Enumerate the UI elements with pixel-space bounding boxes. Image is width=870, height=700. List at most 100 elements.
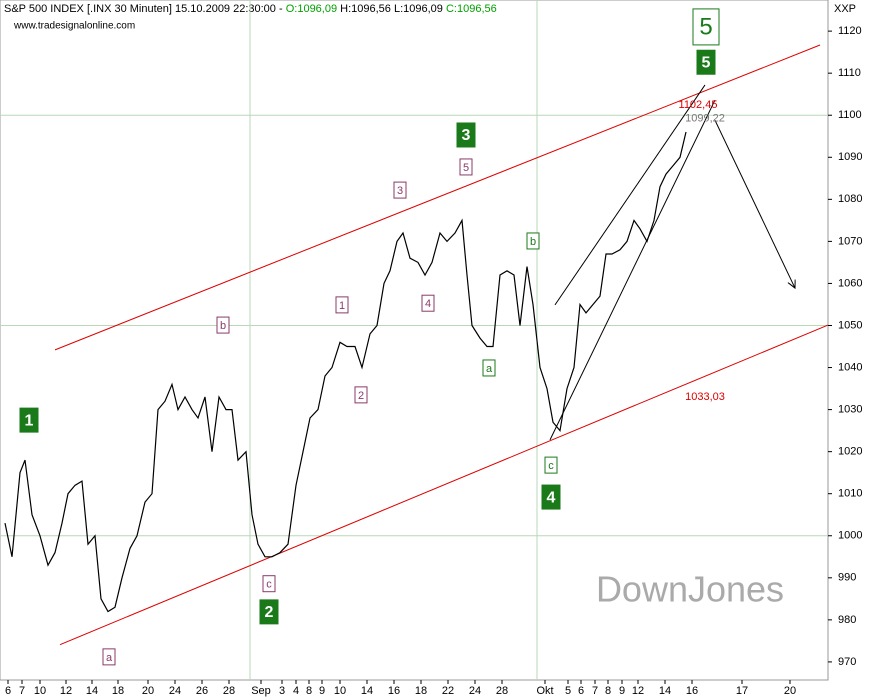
wave-box xyxy=(354,386,368,404)
wave-label: 3 xyxy=(397,185,403,197)
low: L:1096,09 xyxy=(394,3,443,15)
y-tick-label: 1030 xyxy=(838,404,862,416)
x-tick-label: 14 xyxy=(361,685,373,697)
y-tick-label: 1120 xyxy=(838,25,862,37)
wave-box xyxy=(421,294,435,312)
trend-line xyxy=(549,99,716,441)
y-tick-label: 1060 xyxy=(838,277,862,289)
x-tick-label: 6 xyxy=(5,685,11,697)
header: S&P 500 INDEX [.INX 30 Minuten] 15.10.20… xyxy=(4,3,497,15)
x-tick-label: 7 xyxy=(19,685,25,697)
x-tick-label: 8 xyxy=(306,685,312,697)
price-label: 1099,22 xyxy=(685,112,725,124)
x-tick-label: 4 xyxy=(293,685,299,697)
wave-label: 5 xyxy=(702,54,711,71)
x-tick-label: 14 xyxy=(86,685,98,697)
y-tick-label: 1050 xyxy=(838,319,862,331)
y-tick-label: 1070 xyxy=(838,235,862,247)
y-tick-label: 1040 xyxy=(838,361,862,373)
x-tick-label: 16 xyxy=(686,685,698,697)
x-tick-label: Okt xyxy=(536,685,553,697)
wave-label: 4 xyxy=(425,298,431,310)
x-tick-label: 5 xyxy=(565,685,571,697)
wave-box xyxy=(541,484,561,510)
y-tick-label: 990 xyxy=(838,572,856,584)
wave-box xyxy=(19,407,39,433)
x-tick-label: 18 xyxy=(112,685,124,697)
open: O:1096,09 xyxy=(286,3,337,15)
wave-box xyxy=(544,456,558,474)
wave-label: c xyxy=(548,460,554,472)
x-tick-label: 17 xyxy=(736,685,748,697)
wave-box xyxy=(482,359,496,377)
high: H:1096,56 xyxy=(340,3,391,15)
price-label: 1102,45 xyxy=(679,99,718,111)
wave-label: 2 xyxy=(265,604,274,621)
wave-label: a xyxy=(486,363,493,375)
y-tick-label: 970 xyxy=(838,656,856,668)
wave-label: 1 xyxy=(25,412,34,429)
x-tick-label: 26 xyxy=(196,685,208,697)
y-tick-label: 980 xyxy=(838,614,856,626)
wave-box xyxy=(259,599,279,625)
trend-line xyxy=(714,120,795,288)
y-tick-label: 1020 xyxy=(838,446,862,458)
y-tick-label: 1080 xyxy=(838,193,862,205)
axis-code: XXP xyxy=(834,3,856,15)
x-tick-label: 20 xyxy=(142,685,154,697)
y-tick-label: 1000 xyxy=(838,530,862,542)
trend-line xyxy=(54,44,821,351)
wave-box xyxy=(216,316,230,334)
wave-label: a xyxy=(106,652,113,664)
x-tick-label: 9 xyxy=(619,685,625,697)
x-tick-label: 18 xyxy=(415,685,427,697)
x-tick-label: 20 xyxy=(784,685,796,697)
x-tick-label: 3 xyxy=(279,685,285,697)
trend-line xyxy=(554,84,706,306)
x-tick-label: 22 xyxy=(442,685,454,697)
wave-box xyxy=(526,232,540,250)
wave-label: b xyxy=(530,236,536,248)
y-tick-label: 1090 xyxy=(838,151,862,163)
wave-box xyxy=(102,648,116,666)
x-tick-label: 28 xyxy=(223,685,235,697)
source: www.tradesignalonline.com xyxy=(13,21,135,32)
x-tick-label: 6 xyxy=(578,685,584,697)
instrument: S&P 500 INDEX [.INX 30 Minuten] 15.10.20… xyxy=(4,3,283,15)
wave-box xyxy=(692,8,720,46)
y-tick-label: 1010 xyxy=(838,488,862,500)
x-tick-label: 7 xyxy=(592,685,598,697)
wave-label: 3 xyxy=(462,127,471,144)
wave-label: c xyxy=(266,579,272,591)
wave-box xyxy=(696,49,716,75)
price-line xyxy=(4,131,687,613)
x-tick-label: 8 xyxy=(605,685,611,697)
x-tick-label: 12 xyxy=(632,685,644,697)
wave-label: 4 xyxy=(547,489,556,506)
close: C:1096,56 xyxy=(446,3,497,15)
x-tick-label: Sep xyxy=(251,685,271,697)
wave-label: 5 xyxy=(463,162,469,174)
x-tick-label: 14 xyxy=(659,685,671,697)
x-tick-label: 9 xyxy=(319,685,325,697)
x-tick-label: 28 xyxy=(496,685,508,697)
y-tick-label: 1100 xyxy=(838,109,862,121)
wave-label: 2 xyxy=(358,390,364,402)
x-tick-label: 24 xyxy=(469,685,481,697)
wave-label: 1 xyxy=(339,300,345,312)
wave-box xyxy=(459,158,473,176)
wave-box xyxy=(262,575,276,593)
x-tick-label: 10 xyxy=(334,685,346,697)
x-tick-label: 10 xyxy=(34,685,46,697)
x-tick-label: 24 xyxy=(169,685,181,697)
x-tick-label: 12 xyxy=(60,685,72,697)
price-label: 1033,03 xyxy=(685,391,725,403)
plot-area xyxy=(0,0,829,681)
wave-box xyxy=(335,296,349,314)
wave-label: b xyxy=(220,320,226,332)
wave-box xyxy=(393,181,407,199)
x-tick-label: 16 xyxy=(388,685,400,697)
watermark: DownJones xyxy=(596,569,784,610)
wave-label: 5 xyxy=(699,13,712,40)
